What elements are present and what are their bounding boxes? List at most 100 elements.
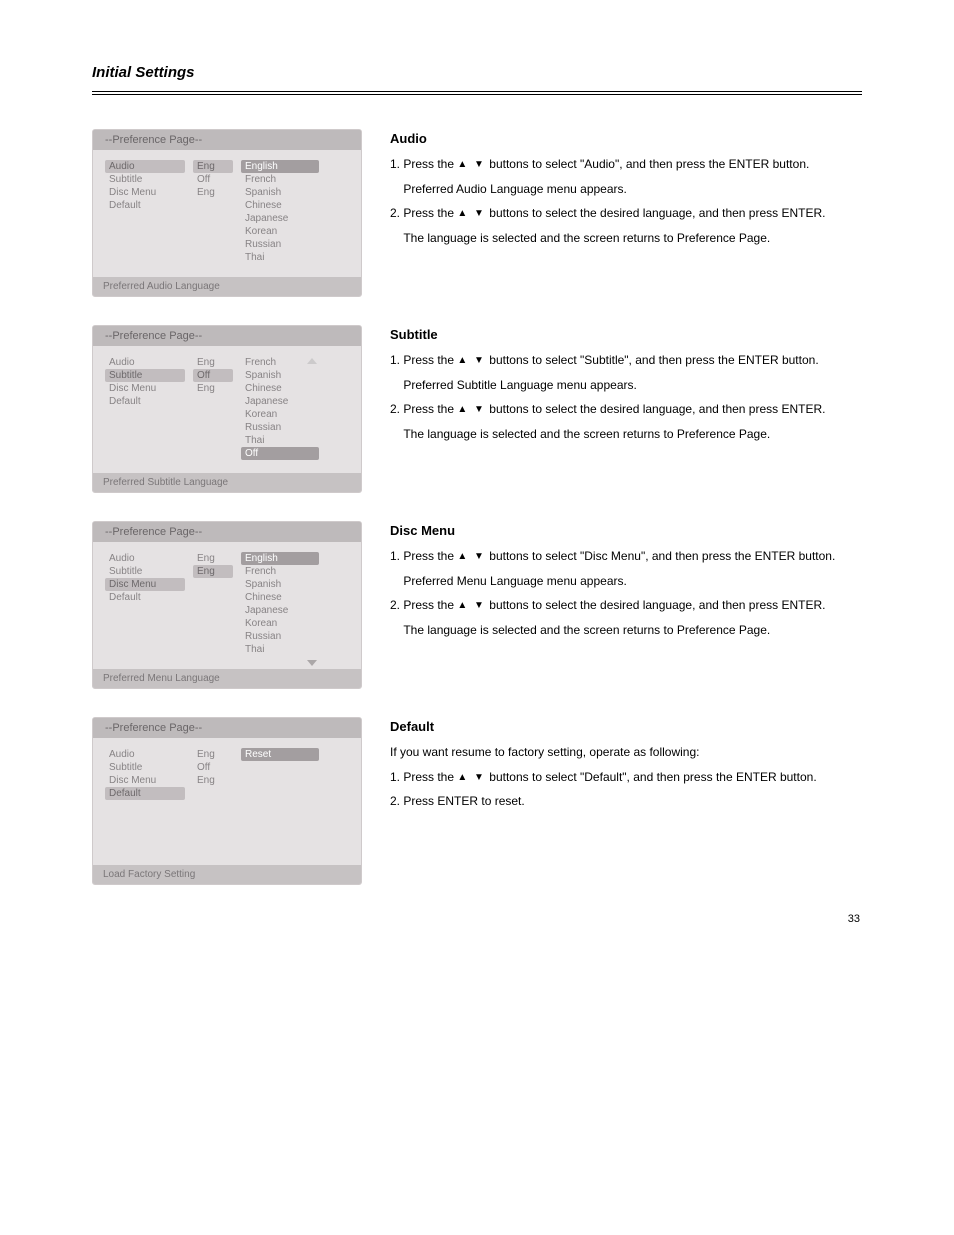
menu-item-subtitle[interactable]: Subtitle bbox=[105, 761, 185, 774]
panel-footer: Preferred Menu Language bbox=[93, 669, 361, 688]
option-korean[interactable]: Korean bbox=[241, 225, 319, 238]
info-default: Default If you want resume to factory se… bbox=[390, 717, 862, 817]
page-heading: Initial Settings bbox=[92, 64, 862, 81]
menu-item-audio[interactable]: Audio bbox=[105, 160, 185, 173]
menu-item-default[interactable]: Default bbox=[105, 199, 185, 212]
value-audio: Eng bbox=[193, 356, 233, 369]
section-discmenu: --Preference Page-- Audio Subtitle Disc … bbox=[92, 521, 862, 689]
option-thai[interactable]: Thai bbox=[241, 643, 319, 656]
value-discmenu: Eng bbox=[193, 774, 233, 787]
panel-footer: Preferred Audio Language bbox=[93, 277, 361, 296]
scroll-down-icon[interactable] bbox=[307, 660, 317, 666]
info-discmenu: Disc Menu 1. Press the ▲ ▼ buttons to se… bbox=[390, 521, 862, 646]
value-audio: Eng bbox=[193, 552, 233, 565]
menu-item-subtitle[interactable]: Subtitle bbox=[105, 565, 185, 578]
option-japanese[interactable]: Japanese bbox=[241, 604, 319, 617]
step-2: 2. Press ENTER to reset. bbox=[390, 792, 862, 811]
updown-icon: ▲ ▼ bbox=[457, 402, 486, 418]
option-french[interactable]: French bbox=[241, 565, 319, 578]
step-1: 1. Press the ▲ ▼ buttons to select "Disc… bbox=[390, 547, 862, 566]
step-2: 2. Press the ▲ ▼ buttons to select the d… bbox=[390, 596, 862, 615]
intro-text: If you want resume to factory setting, o… bbox=[390, 743, 862, 762]
step-1-note: Preferred Audio Language menu appears. bbox=[390, 180, 862, 199]
option-english[interactable]: English bbox=[241, 160, 319, 173]
section-title: Subtitle bbox=[390, 325, 862, 345]
step-2: 2. Press the ▲ ▼ buttons to select the d… bbox=[390, 204, 862, 223]
option-russian[interactable]: Russian bbox=[241, 421, 319, 434]
updown-icon: ▲ ▼ bbox=[457, 353, 486, 369]
option-korean[interactable]: Korean bbox=[241, 617, 319, 630]
menu-item-discmenu[interactable]: Disc Menu bbox=[105, 382, 185, 395]
menu-item-default[interactable]: Default bbox=[105, 591, 185, 604]
option-spanish[interactable]: Spanish bbox=[241, 578, 319, 591]
updown-icon: ▲ ▼ bbox=[457, 598, 486, 614]
panel-footer: Preferred Subtitle Language bbox=[93, 473, 361, 492]
menu-item-audio[interactable]: Audio bbox=[105, 356, 185, 369]
page-number: 33 bbox=[92, 913, 860, 925]
option-chinese[interactable]: Chinese bbox=[241, 382, 319, 395]
info-subtitle: Subtitle 1. Press the ▲ ▼ buttons to sel… bbox=[390, 325, 862, 450]
menu-item-discmenu[interactable]: Disc Menu bbox=[105, 186, 185, 199]
section-title: Audio bbox=[390, 129, 862, 149]
step-2-note: The language is selected and the screen … bbox=[390, 229, 862, 248]
panel-default: --Preference Page-- Audio Subtitle Disc … bbox=[92, 717, 362, 885]
step-2-note: The language is selected and the screen … bbox=[390, 425, 862, 444]
section-default: --Preference Page-- Audio Subtitle Disc … bbox=[92, 717, 862, 885]
option-japanese[interactable]: Japanese bbox=[241, 212, 319, 225]
step-1-note: Preferred Subtitle Language menu appears… bbox=[390, 376, 862, 395]
panel-subtitle: --Preference Page-- Audio Subtitle Disc … bbox=[92, 325, 362, 493]
option-korean[interactable]: Korean bbox=[241, 408, 319, 421]
option-thai[interactable]: Thai bbox=[241, 434, 319, 447]
menu-item-subtitle[interactable]: Subtitle bbox=[105, 369, 185, 382]
menu-item-subtitle[interactable]: Subtitle bbox=[105, 173, 185, 186]
option-spanish[interactable]: Spanish bbox=[241, 186, 319, 199]
option-thai[interactable]: Thai bbox=[241, 251, 319, 264]
step-1: 1. Press the ▲ ▼ buttons to select "Audi… bbox=[390, 155, 862, 174]
option-reset[interactable]: Reset bbox=[241, 748, 319, 761]
option-french[interactable]: French bbox=[241, 173, 319, 186]
menu-item-discmenu[interactable]: Disc Menu bbox=[105, 578, 185, 591]
value-subtitle: Off bbox=[193, 173, 233, 186]
step-2: 2. Press the ▲ ▼ buttons to select the d… bbox=[390, 400, 862, 419]
step-1: 1. Press the ▲ ▼ buttons to select "Defa… bbox=[390, 768, 862, 787]
option-english[interactable]: English bbox=[241, 552, 319, 565]
menu-item-default[interactable]: Default bbox=[105, 395, 185, 408]
section-title: Disc Menu bbox=[390, 521, 862, 541]
step-1-note: Preferred Menu Language menu appears. bbox=[390, 572, 862, 591]
option-chinese[interactable]: Chinese bbox=[241, 199, 319, 212]
panel-discmenu: --Preference Page-- Audio Subtitle Disc … bbox=[92, 521, 362, 689]
step-1: 1. Press the ▲ ▼ buttons to select "Subt… bbox=[390, 351, 862, 370]
info-audio: Audio 1. Press the ▲ ▼ buttons to select… bbox=[390, 129, 862, 254]
option-russian[interactable]: Russian bbox=[241, 630, 319, 643]
menu-item-default[interactable]: Default bbox=[105, 787, 185, 800]
panel-footer: Load Factory Setting bbox=[93, 865, 361, 884]
value-discmenu: Eng bbox=[193, 565, 233, 578]
updown-icon: ▲ ▼ bbox=[457, 206, 486, 222]
double-rule bbox=[92, 91, 862, 95]
panel-audio: --Preference Page-- Audio Subtitle Disc … bbox=[92, 129, 362, 297]
step-2-note: The language is selected and the screen … bbox=[390, 621, 862, 640]
value-discmenu: Eng bbox=[193, 382, 233, 395]
updown-icon: ▲ ▼ bbox=[457, 157, 486, 173]
option-spanish[interactable]: Spanish bbox=[241, 369, 319, 382]
option-russian[interactable]: Russian bbox=[241, 238, 319, 251]
value-audio: Eng bbox=[193, 160, 233, 173]
scroll-up-icon[interactable] bbox=[307, 358, 317, 364]
section-audio: --Preference Page-- Audio Subtitle Disc … bbox=[92, 129, 862, 297]
menu-item-audio[interactable]: Audio bbox=[105, 748, 185, 761]
menu-item-discmenu[interactable]: Disc Menu bbox=[105, 774, 185, 787]
option-chinese[interactable]: Chinese bbox=[241, 591, 319, 604]
panel-title: --Preference Page-- bbox=[93, 522, 361, 542]
menu-item-audio[interactable]: Audio bbox=[105, 552, 185, 565]
value-discmenu: Eng bbox=[193, 186, 233, 199]
section-title: Default bbox=[390, 717, 862, 737]
panel-title: --Preference Page-- bbox=[93, 326, 361, 346]
value-subtitle: Off bbox=[193, 369, 233, 382]
updown-icon: ▲ ▼ bbox=[457, 770, 486, 786]
section-subtitle: --Preference Page-- Audio Subtitle Disc … bbox=[92, 325, 862, 493]
value-subtitle: Off bbox=[193, 761, 233, 774]
panel-title: --Preference Page-- bbox=[93, 718, 361, 738]
updown-icon: ▲ ▼ bbox=[457, 549, 486, 565]
option-japanese[interactable]: Japanese bbox=[241, 395, 319, 408]
option-off[interactable]: Off bbox=[241, 447, 319, 460]
